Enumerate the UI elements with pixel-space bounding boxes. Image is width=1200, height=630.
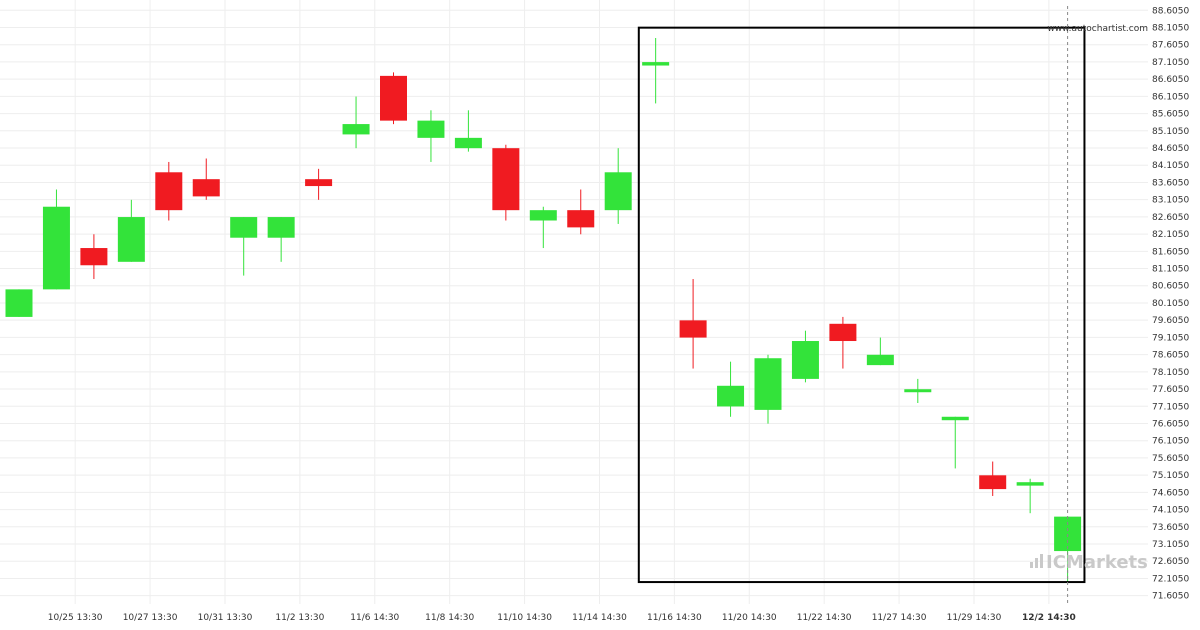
candle-body — [192, 179, 220, 197]
x-tick-label: 11/8 14:30 — [425, 613, 474, 623]
candle-body — [604, 172, 632, 211]
x-tick-label: 12/2 14:30 — [1022, 613, 1076, 623]
candle-body — [305, 179, 333, 187]
grid-lines — [0, 0, 1148, 604]
candle-body — [492, 148, 520, 211]
candle-body — [829, 323, 857, 342]
y-tick-label: 73.6050 — [1152, 523, 1189, 533]
pattern-rectangle — [637, 26, 1086, 584]
y-tick-label: 71.6050 — [1152, 592, 1189, 602]
x-tick-label: 11/16 14:30 — [647, 613, 702, 623]
candle-body — [267, 217, 295, 238]
y-tick-label: 78.6050 — [1152, 351, 1189, 361]
y-tick-label: 83.1050 — [1152, 196, 1189, 206]
x-tick-label: 11/6 14:30 — [350, 613, 399, 623]
brand-bars-icon — [1030, 554, 1043, 568]
candle-body — [5, 289, 33, 317]
y-tick-label: 79.6050 — [1152, 316, 1189, 326]
candle-body — [642, 62, 670, 66]
y-tick-label: 76.6050 — [1152, 419, 1189, 429]
y-tick-label: 73.1050 — [1152, 540, 1189, 550]
x-tick-label: 11/10 14:30 — [497, 613, 552, 623]
y-tick-label: 82.1050 — [1152, 230, 1189, 240]
y-tick-label: 84.1050 — [1152, 161, 1189, 171]
x-tick-label: 11/22 14:30 — [797, 613, 852, 623]
x-tick-label: 10/31 13:30 — [198, 613, 253, 623]
y-tick-label: 83.6050 — [1152, 178, 1189, 188]
candle-body — [80, 248, 108, 266]
y-tick-label: 80.1050 — [1152, 299, 1189, 309]
candle-body — [1054, 516, 1082, 552]
candle-body — [230, 217, 258, 238]
candle-body — [417, 120, 445, 138]
candle-body — [380, 75, 407, 121]
y-tick-label: 87.6050 — [1152, 41, 1189, 51]
y-tick-label: 85.6050 — [1152, 110, 1189, 120]
y-tick-label: 86.1050 — [1152, 92, 1189, 102]
brand-text: ICMarkets — [1046, 552, 1148, 573]
candle-body — [1016, 482, 1044, 486]
y-tick-label: 77.1050 — [1152, 402, 1189, 412]
x-axis: 10/25 13:30 10/27 13:30 10/31 13:30 11/2 13… — [48, 613, 1076, 623]
candle-body — [866, 354, 894, 366]
candle-body — [42, 206, 70, 290]
y-tick-label: 72.6050 — [1152, 557, 1189, 567]
candle-body — [979, 475, 1007, 490]
y-tick-label: 87.1050 — [1152, 58, 1189, 68]
watermark-text: www.autochartist.com — [1047, 24, 1148, 34]
y-tick-label: 76.1050 — [1152, 437, 1189, 447]
candle-body — [791, 341, 819, 379]
y-tick-label: 78.1050 — [1152, 368, 1189, 378]
candle-body — [342, 124, 370, 135]
y-tick-label: 80.6050 — [1152, 282, 1189, 292]
y-tick-label: 79.1050 — [1152, 333, 1189, 343]
y-tick-label: 88.1050 — [1152, 23, 1189, 33]
x-tick-label: 11/29 14:30 — [947, 613, 1002, 623]
x-tick-label: 11/20 14:30 — [722, 613, 777, 623]
candle-body — [754, 358, 782, 410]
candle-body — [117, 217, 145, 262]
y-tick-label: 82.6050 — [1152, 213, 1189, 223]
candle-body — [155, 172, 183, 211]
y-tick-label: 88.6050 — [1152, 6, 1189, 16]
x-tick-label: 10/25 13:30 — [48, 613, 103, 623]
x-tick-label: 11/14 14:30 — [572, 613, 627, 623]
x-tick-label: 11/27 14:30 — [872, 613, 927, 623]
candle-body — [567, 210, 595, 228]
candle-body — [679, 320, 707, 338]
candle-body — [454, 137, 482, 149]
y-tick-label: 75.1050 — [1152, 471, 1189, 481]
y-tick-label: 81.6050 — [1152, 247, 1189, 257]
candle-body — [904, 389, 932, 393]
candle-body — [529, 210, 557, 221]
x-tick-label: 11/2 13:30 — [275, 613, 324, 623]
x-tick-label: 10/27 13:30 — [123, 613, 178, 623]
y-tick-label: 77.6050 — [1152, 385, 1189, 395]
y-tick-label: 85.1050 — [1152, 127, 1189, 137]
candles — [5, 37, 1082, 583]
pattern-box — [637, 6, 1086, 604]
y-tick-label: 74.1050 — [1152, 506, 1189, 516]
y-tick-label: 75.6050 — [1152, 454, 1189, 464]
y-tick-label: 81.1050 — [1152, 265, 1189, 275]
y-axis: 88.6050 88.1050 87.6050 87.1050 86.6050 86.10… — [1152, 6, 1189, 601]
candle-body — [717, 385, 745, 407]
brand-logo: ICMarkets — [1030, 552, 1148, 573]
y-tick-label: 74.6050 — [1152, 488, 1189, 498]
y-tick-label: 84.6050 — [1152, 144, 1189, 154]
candle-body — [941, 416, 969, 421]
y-tick-label: 72.1050 — [1152, 574, 1189, 584]
y-tick-label: 86.6050 — [1152, 75, 1189, 85]
